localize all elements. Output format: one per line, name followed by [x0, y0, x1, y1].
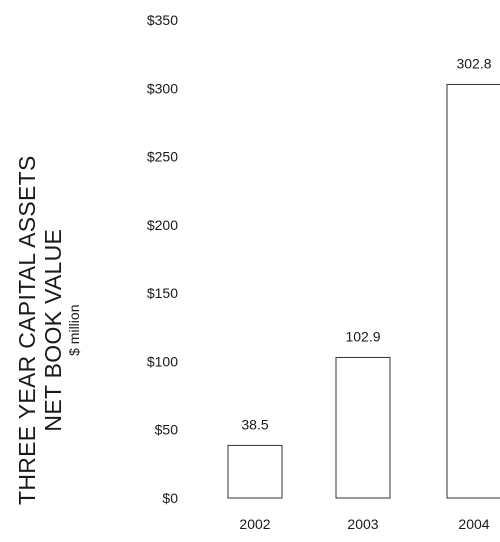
x-tick-label: 2002: [239, 516, 270, 532]
bar-2002: [227, 444, 283, 499]
x-axis-ticks: 2002 2003 2004: [239, 516, 489, 532]
bars: [227, 83, 500, 499]
y-tick-label: $200: [147, 217, 178, 233]
value-label: 302.8: [456, 55, 491, 71]
value-label: 38.5: [241, 416, 268, 432]
bar-2004: [446, 83, 500, 499]
y-axis-ticks: $0 $50 $100 $150 $200 $250 $300 $350: [147, 12, 178, 506]
y-tick-label: $350: [147, 12, 178, 28]
y-tick-label: $100: [147, 353, 178, 369]
y-tick-label: $0: [162, 490, 178, 506]
bar-2003: [335, 356, 391, 499]
y-tick-label: $250: [147, 149, 178, 165]
value-label: 102.9: [345, 328, 380, 344]
y-tick-label: $300: [147, 80, 178, 96]
y-tick-label: $150: [147, 285, 178, 301]
x-tick-label: 2004: [458, 516, 489, 532]
x-tick-label: 2003: [347, 516, 378, 532]
y-tick-label: $50: [155, 422, 179, 438]
value-labels: 38.5 102.9 302.8: [241, 55, 491, 432]
